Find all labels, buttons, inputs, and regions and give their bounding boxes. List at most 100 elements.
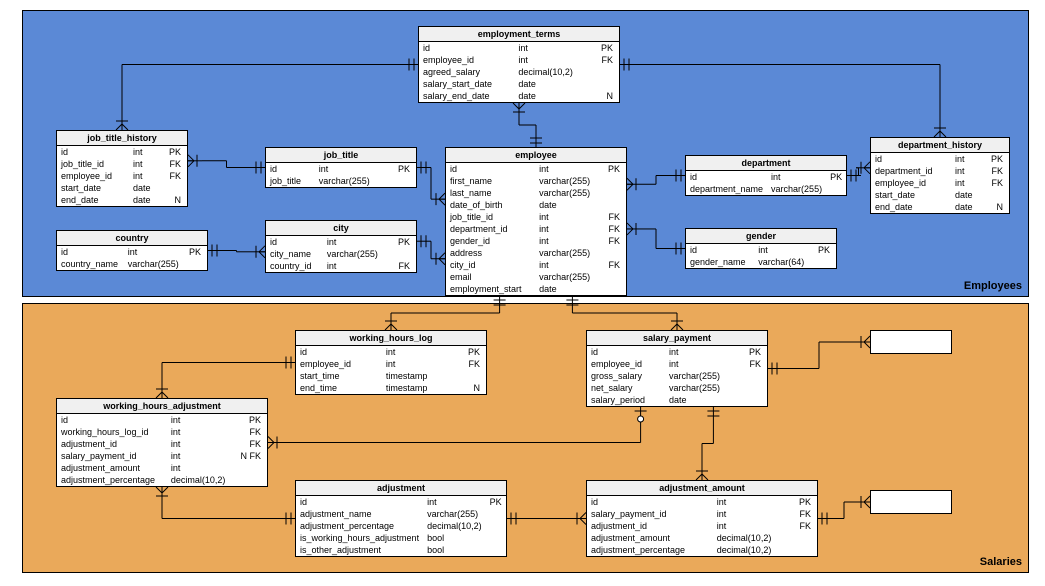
col-type: int: [665, 358, 739, 370]
table-row: adjustment_percentagedecimal(10,2): [57, 474, 267, 486]
col-type: varchar(255): [535, 187, 601, 199]
col-type: int: [167, 414, 234, 426]
col-key: PK: [790, 496, 817, 508]
table-row: adjustment_namevarchar(255): [296, 508, 508, 520]
table-row: date_of_birthdate: [446, 199, 626, 211]
table-row: last_namevarchar(255): [446, 187, 626, 199]
col-name: gender_id: [446, 235, 535, 247]
col-key: [234, 462, 267, 474]
col-type: varchar(255): [124, 258, 185, 270]
table-row: end_timetimestampN: [296, 382, 486, 394]
table-title-city: city: [266, 221, 416, 236]
col-key: [234, 474, 267, 486]
col-type: varchar(255): [323, 248, 391, 260]
col-name: id: [266, 236, 323, 248]
table-adjustment_amount: adjustment_amountidintPKsalary_payment_i…: [586, 480, 818, 557]
col-key: [184, 258, 207, 270]
table-blank1: [870, 330, 952, 354]
col-key: PK: [739, 346, 767, 358]
col-type: int: [124, 246, 185, 258]
col-name: id: [686, 244, 754, 256]
col-type: date: [951, 201, 982, 213]
col-name: id: [871, 153, 951, 165]
col-type: int: [951, 153, 982, 165]
col-key: [601, 199, 626, 211]
col-name: agreed_salary: [419, 66, 514, 78]
col-type: varchar(255): [535, 175, 601, 187]
col-key: PK: [388, 163, 416, 175]
col-name: city_name: [266, 248, 323, 260]
table-row: net_salaryvarchar(255): [587, 382, 767, 394]
col-name: job_title_id: [446, 211, 535, 223]
col-key: PK: [486, 496, 508, 508]
col-type: varchar(64): [754, 256, 812, 268]
col-key: [388, 175, 416, 187]
col-key: FK: [601, 235, 626, 247]
table-row: adjustment_percentagedecimal(10,2): [296, 520, 508, 532]
col-name: gross_salary: [587, 370, 665, 382]
col-name: id: [587, 346, 665, 358]
col-type: date: [514, 90, 591, 102]
col-key: [160, 182, 187, 194]
table-row: gender_idintFK: [446, 235, 626, 247]
table-gender: genderidintPKgender_namevarchar(64): [685, 228, 837, 269]
table-department_history: department_historyidintPKdepartment_idin…: [870, 137, 1010, 214]
col-key: FK: [592, 54, 619, 66]
col-key: [601, 271, 626, 283]
col-key: [790, 544, 817, 556]
table-row: salary_end_datedateN: [419, 90, 619, 102]
table-row: department_namevarchar(255): [686, 183, 848, 195]
col-type: int: [514, 42, 591, 54]
col-key: PK: [454, 346, 486, 358]
table-row: idintPK: [587, 496, 817, 508]
col-name: email: [446, 271, 535, 283]
col-key: [391, 248, 416, 260]
col-name: employee_id: [57, 170, 129, 182]
table-row: department_idintFK: [871, 165, 1009, 177]
table-row: city_idintFK: [446, 259, 626, 271]
table-department: departmentidintPKdepartment_namevarchar(…: [685, 155, 847, 196]
col-type: date: [129, 194, 160, 206]
col-key: N: [454, 382, 486, 394]
col-key: [454, 370, 486, 382]
col-key: FK: [234, 426, 267, 438]
erd-canvas: EmployeesSalariesemployment_termsidintPK…: [0, 0, 1045, 586]
col-type: int: [129, 170, 160, 182]
col-name: id: [296, 346, 382, 358]
table-country: countryidintPKcountry_namevarchar(255): [56, 230, 208, 271]
col-name: employment_start: [446, 283, 535, 295]
table-employment_terms: employment_termsidintPKemployee_idintFKa…: [418, 26, 620, 103]
col-key: PK: [391, 236, 416, 248]
col-type: int: [535, 259, 601, 271]
col-name: salary_start_date: [419, 78, 514, 90]
col-name: adjustment_name: [296, 508, 423, 520]
col-type: decimal(10,2): [713, 532, 790, 544]
col-key: [826, 183, 848, 195]
region-label-employees: Employees: [964, 280, 1022, 292]
col-type: date: [665, 394, 739, 406]
table-title-country: country: [57, 231, 207, 246]
table-row: employee_idintFK: [587, 358, 767, 370]
table-row: start_datedate: [57, 182, 187, 194]
table-title-job_title_history: job_title_history: [57, 131, 187, 146]
col-name: gender_name: [686, 256, 754, 268]
table-row: gross_salaryvarchar(255): [587, 370, 767, 382]
col-name: employee_id: [871, 177, 951, 189]
table-job_title: job_titleidintPKjob_titlevarchar(255): [265, 147, 417, 188]
col-name: is_other_adjustment: [296, 544, 423, 556]
table-row: start_datedate: [871, 189, 1009, 201]
table-title-gender: gender: [686, 229, 836, 244]
col-name: end_time: [296, 382, 382, 394]
col-name: end_date: [871, 201, 951, 213]
table-row: emailvarchar(255): [446, 271, 626, 283]
col-name: start_date: [57, 182, 129, 194]
table-working_hours_log: working_hours_logidintPKemployee_idintFK…: [295, 330, 487, 395]
table-row: idintPK: [446, 163, 626, 175]
table-salary_payment: salary_paymentidintPKemployee_idintFKgro…: [586, 330, 768, 407]
col-name: salary_payment_id: [57, 450, 167, 462]
table-row: idintPK: [57, 414, 267, 426]
col-key: [486, 544, 508, 556]
col-type: decimal(10,2): [713, 544, 790, 556]
col-name: working_hours_log_id: [57, 426, 167, 438]
table-row: idintPK: [57, 146, 187, 158]
